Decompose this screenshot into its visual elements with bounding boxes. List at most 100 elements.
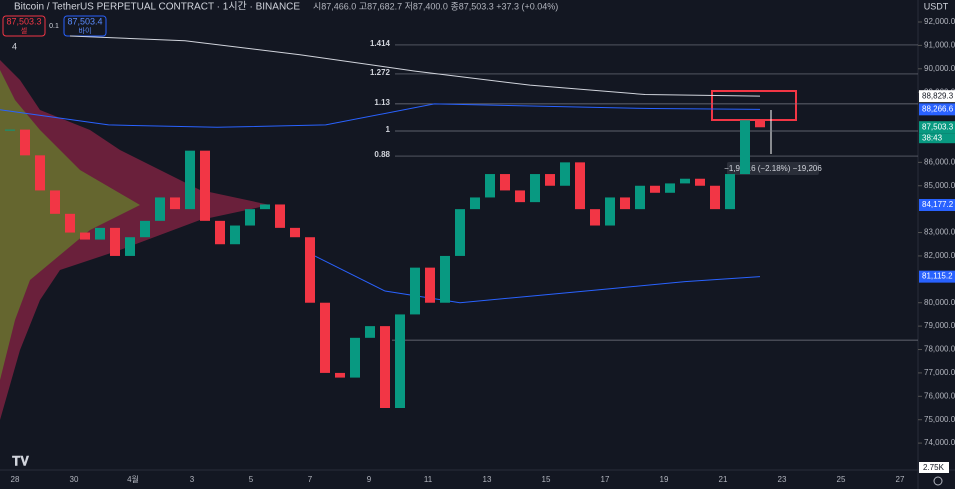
date-label: 23 bbox=[778, 475, 787, 484]
candle bbox=[20, 129, 30, 156]
buy-button[interactable] bbox=[63, 15, 107, 37]
unit: USDT bbox=[924, 1, 949, 11]
candle bbox=[410, 267, 420, 315]
candle bbox=[590, 209, 600, 226]
price-tag-label: 88,829.3 bbox=[922, 91, 954, 100]
date-label: 9 bbox=[367, 475, 372, 484]
sell-button[interactable] bbox=[2, 15, 46, 37]
candle bbox=[740, 120, 750, 175]
candle bbox=[455, 209, 465, 256]
price-tick-label: 83,000.0 bbox=[924, 228, 955, 237]
price-tag bbox=[919, 199, 955, 212]
fib-label: 1.414 bbox=[370, 39, 391, 48]
candle bbox=[575, 162, 585, 210]
candle bbox=[35, 155, 45, 191]
price-tag bbox=[919, 270, 955, 283]
highlight-box bbox=[711, 90, 797, 121]
price-tick-label: 79,000.0 bbox=[924, 321, 955, 330]
candle bbox=[755, 120, 765, 128]
candle bbox=[425, 267, 435, 303]
candle bbox=[80, 232, 90, 240]
candle bbox=[245, 209, 255, 226]
candle bbox=[5, 129, 15, 131]
candle bbox=[530, 174, 540, 203]
candle bbox=[65, 213, 75, 233]
candle bbox=[500, 174, 510, 191]
date-label: 27 bbox=[896, 475, 905, 484]
price-tick-label: 82,000.0 bbox=[924, 251, 955, 260]
date-label: 17 bbox=[601, 475, 610, 484]
candle bbox=[185, 150, 195, 210]
date-label: 28 bbox=[11, 475, 20, 484]
candle bbox=[695, 178, 705, 186]
candle bbox=[260, 204, 270, 210]
sell-label: 셀 bbox=[21, 27, 27, 35]
candle bbox=[335, 372, 345, 378]
buy-price: 87,503.4 bbox=[67, 16, 102, 26]
candle bbox=[440, 255, 450, 303]
date-label: 25 bbox=[837, 475, 846, 484]
settings-icon[interactable] bbox=[933, 476, 943, 486]
candle bbox=[350, 337, 360, 378]
candle bbox=[680, 178, 690, 184]
candle bbox=[155, 197, 165, 221]
date-label: 13 bbox=[483, 475, 492, 484]
price-tick-label: 85,000.0 bbox=[924, 181, 955, 190]
candle bbox=[290, 227, 300, 238]
date-label: 21 bbox=[719, 475, 728, 484]
indicator-line bbox=[0, 103, 761, 128]
date-label: 30 bbox=[70, 475, 79, 484]
candle bbox=[95, 227, 105, 240]
candle bbox=[170, 197, 180, 210]
volume-tag-bg bbox=[919, 462, 949, 473]
qty: 0.1 bbox=[49, 23, 59, 30]
symbol: Bitcoin / TetherUS PERPETUAL CONTRACT · … bbox=[14, 1, 300, 13]
indicator-line bbox=[309, 253, 761, 304]
price-tick-label: 74,000.0 bbox=[924, 438, 955, 447]
date-label: 15 bbox=[542, 475, 551, 484]
indicator-count: 4 bbox=[12, 41, 17, 51]
price-tick-label: 91,000.0 bbox=[924, 40, 955, 49]
price-tick-label: 92,000.0 bbox=[924, 17, 955, 26]
candle bbox=[605, 197, 615, 226]
fib-label: 1.272 bbox=[370, 68, 391, 77]
candle bbox=[710, 185, 720, 210]
candle bbox=[515, 190, 525, 203]
buy-label: 바이 bbox=[79, 26, 92, 35]
candle bbox=[50, 190, 60, 214]
candle bbox=[365, 326, 375, 338]
candle bbox=[545, 174, 555, 186]
price-tag-label: 84,177.2 bbox=[922, 200, 954, 209]
candle bbox=[725, 174, 735, 210]
date-label: 11 bbox=[424, 475, 433, 484]
candle bbox=[485, 174, 495, 198]
date-label: 19 bbox=[660, 475, 669, 484]
price-tick-label: 76,000.0 bbox=[924, 391, 955, 400]
candle bbox=[140, 220, 150, 238]
date-label: 7 bbox=[308, 475, 313, 484]
candle bbox=[230, 225, 240, 245]
fib-label: 1.13 bbox=[374, 98, 390, 107]
candle bbox=[380, 326, 390, 409]
volume-tag: 2.75K bbox=[923, 463, 945, 472]
candle bbox=[200, 150, 210, 221]
price-tag bbox=[919, 121, 955, 134]
measure-label: −1,920.6 (−2.18%) −19,206 bbox=[724, 164, 822, 173]
countdown: 38:43 bbox=[922, 133, 943, 142]
price-tag bbox=[919, 90, 955, 103]
date-label: 3 bbox=[190, 475, 195, 484]
price-tick-label: 86,000.0 bbox=[924, 157, 955, 166]
candle bbox=[110, 227, 120, 256]
price-tick-label: 90,000.0 bbox=[924, 64, 955, 73]
candle bbox=[665, 183, 675, 193]
price-tick-label: 80,000.0 bbox=[924, 298, 955, 307]
sell-price: 87,503.3 bbox=[6, 16, 41, 26]
price-tick-label: 75,000.0 bbox=[924, 415, 955, 424]
candle bbox=[470, 197, 480, 210]
date-label: 4월 bbox=[127, 474, 139, 484]
price-tag-label: 87,503.3 bbox=[922, 122, 954, 131]
indicator-line bbox=[69, 35, 761, 97]
logo: 𝐓𝐕 bbox=[12, 453, 29, 468]
